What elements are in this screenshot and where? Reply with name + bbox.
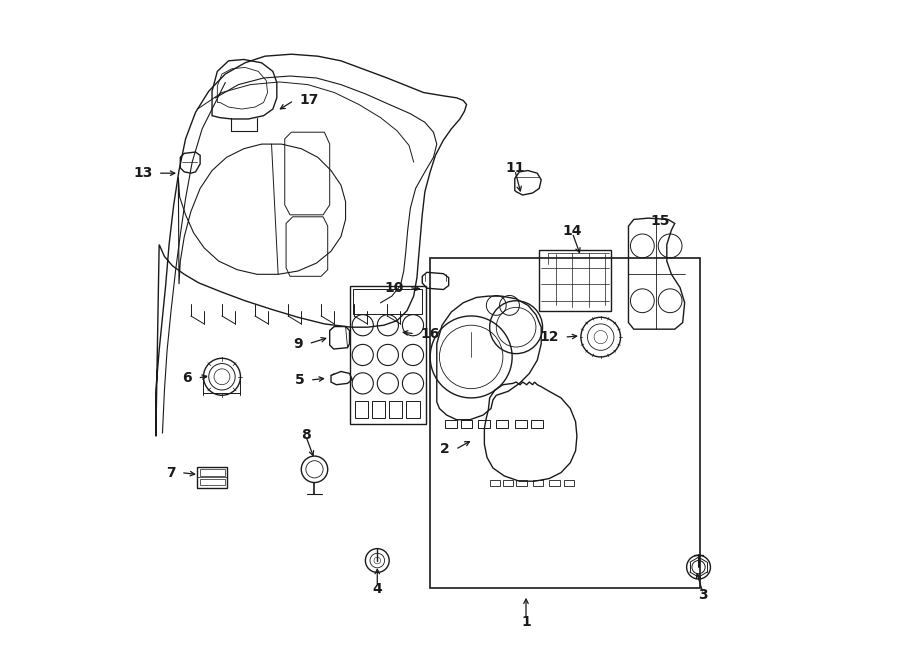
Bar bbox=[200, 469, 225, 476]
Bar bbox=[430, 258, 700, 588]
Text: 2: 2 bbox=[440, 442, 450, 457]
Bar bbox=[353, 289, 422, 314]
Bar bbox=[349, 286, 426, 424]
Text: 16: 16 bbox=[420, 327, 439, 341]
Bar bbox=[372, 401, 385, 418]
Bar bbox=[407, 401, 419, 418]
Bar bbox=[549, 480, 560, 486]
Bar bbox=[539, 250, 610, 311]
Text: 10: 10 bbox=[384, 280, 404, 295]
Text: 14: 14 bbox=[562, 224, 582, 238]
Text: 17: 17 bbox=[300, 93, 319, 108]
Bar bbox=[355, 401, 368, 418]
Bar bbox=[490, 480, 500, 486]
Text: 8: 8 bbox=[301, 428, 310, 442]
Bar bbox=[533, 480, 544, 486]
Bar bbox=[197, 467, 227, 488]
Bar bbox=[531, 420, 543, 428]
Text: 3: 3 bbox=[698, 588, 708, 602]
Text: 1: 1 bbox=[521, 615, 531, 629]
Text: 12: 12 bbox=[540, 330, 559, 344]
Text: 4: 4 bbox=[373, 582, 382, 596]
Text: 15: 15 bbox=[651, 214, 670, 228]
Text: 11: 11 bbox=[505, 161, 525, 175]
Bar bbox=[563, 480, 574, 486]
Bar bbox=[445, 420, 456, 428]
Text: 5: 5 bbox=[295, 373, 304, 387]
Bar bbox=[516, 480, 526, 486]
Bar bbox=[478, 420, 490, 428]
Bar bbox=[200, 479, 225, 485]
Text: 7: 7 bbox=[166, 465, 176, 480]
Bar bbox=[496, 420, 508, 428]
Bar bbox=[389, 401, 402, 418]
Text: 6: 6 bbox=[183, 371, 193, 385]
Bar bbox=[461, 420, 472, 428]
Text: 9: 9 bbox=[293, 336, 303, 351]
Text: 13: 13 bbox=[133, 166, 153, 180]
Bar bbox=[515, 420, 526, 428]
Bar bbox=[503, 480, 514, 486]
